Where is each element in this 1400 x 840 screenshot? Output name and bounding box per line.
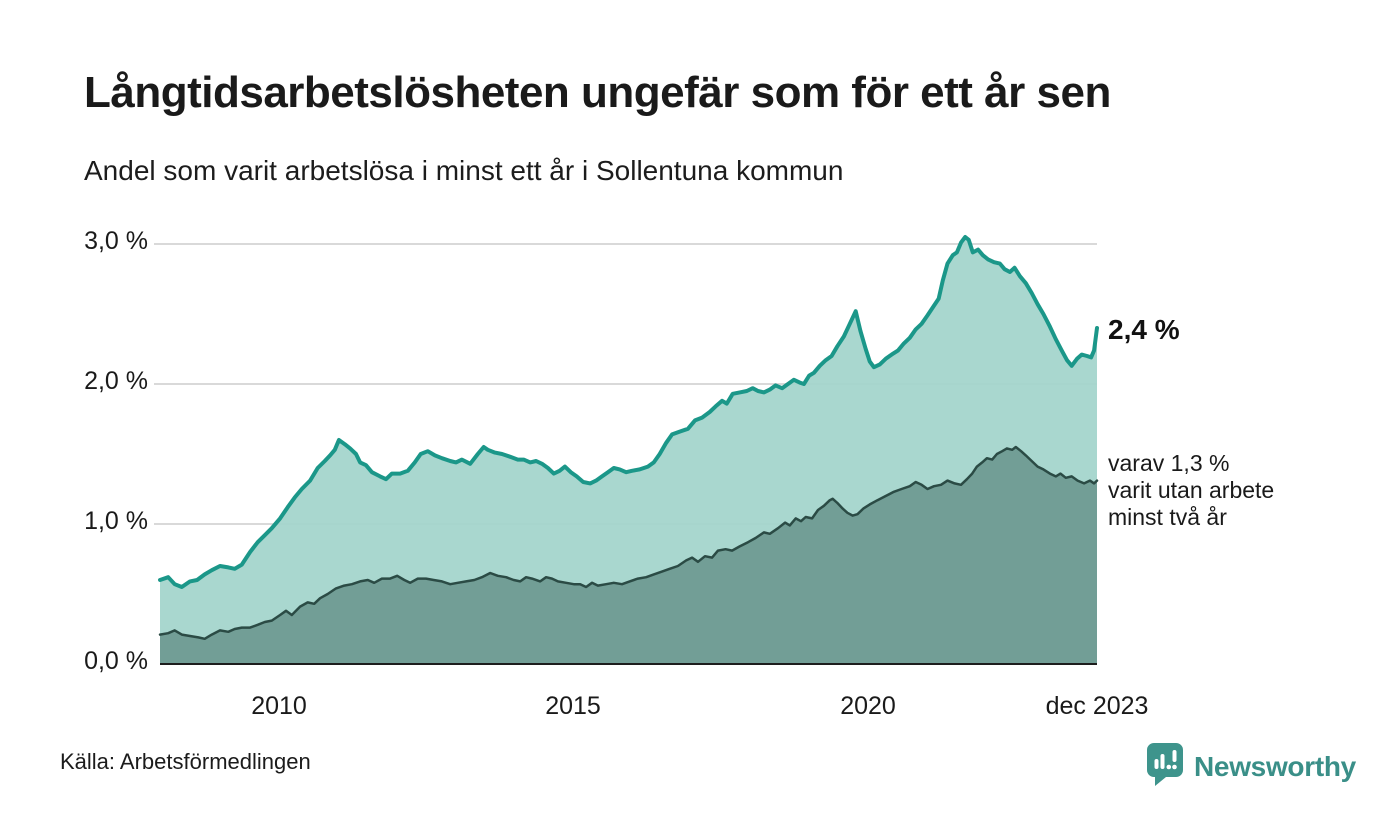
x-axis-tick-label: dec 2023 xyxy=(1045,692,1149,720)
end-value-label: 2,4 % xyxy=(1108,314,1180,345)
annotation-line: minst två år xyxy=(1108,504,1227,530)
x-axis-tick-label: 2015 xyxy=(545,692,601,720)
x-axis-tick-label: 2010 xyxy=(251,692,307,720)
y-axis-tick-label: 1,0 % xyxy=(84,507,148,535)
secondary-series-annotation: varav 1,3 % varit utan arbete minst två … xyxy=(1108,450,1274,531)
x-axis-tick-label: 2020 xyxy=(840,692,896,720)
chart-subtitle: Andel som varit arbetslösa i minst ett å… xyxy=(84,155,844,186)
y-axis-tick-label: 0,0 % xyxy=(84,647,148,675)
annotation-line: varav 1,3 % xyxy=(1108,450,1230,476)
brand-name: Newsworthy xyxy=(1194,750,1356,782)
bar-chart-speech-bubble-icon xyxy=(1146,742,1184,791)
annotation-line: varit utan arbete xyxy=(1108,477,1275,503)
page-title: Långtidsarbetslösheten ungefär som för e… xyxy=(84,68,1111,117)
brand-logo: Newsworthy xyxy=(1146,742,1356,791)
y-axis-tick-label: 3,0 % xyxy=(84,227,148,255)
y-axis-tick-label: 2,0 % xyxy=(84,367,148,395)
source-note: Källa: Arbetsförmedlingen xyxy=(60,749,311,774)
